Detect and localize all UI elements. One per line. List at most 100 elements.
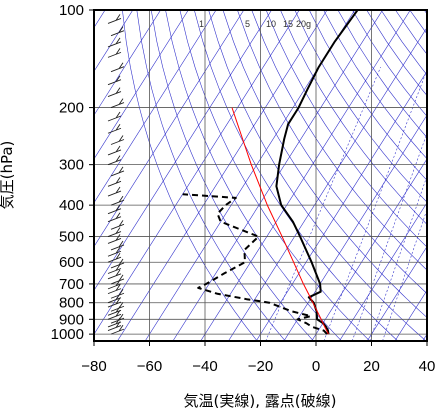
wind-barb bbox=[110, 302, 125, 312]
y-tick-label: 300 bbox=[59, 157, 84, 174]
y-tick-label: 800 bbox=[59, 295, 84, 312]
x-tick-label: −60 bbox=[137, 358, 162, 375]
mixing-ratio-line bbox=[265, 66, 381, 341]
dry-adiabat-line bbox=[222, 10, 427, 318]
wind-barb bbox=[107, 48, 122, 58]
mixing-ratio-label: 1 bbox=[199, 19, 204, 29]
mixing-ratio-label: 20g bbox=[296, 19, 311, 29]
wind-barb bbox=[107, 87, 122, 98]
wind-barb bbox=[110, 166, 125, 177]
wind-barb bbox=[107, 14, 122, 24]
wind-barb bbox=[107, 123, 122, 134]
dry-adiabat-line bbox=[251, 10, 427, 271]
x-tick-label: −20 bbox=[248, 358, 273, 375]
wind-barb bbox=[108, 10, 110, 11]
series-group bbox=[182, 10, 359, 335]
wind-barb bbox=[107, 75, 122, 86]
parcel-line bbox=[231, 107, 329, 335]
isotherm-line bbox=[117, 10, 328, 341]
y-tick-label: 700 bbox=[59, 276, 84, 293]
wind-barb bbox=[110, 135, 125, 145]
x-tick-label: 0 bbox=[312, 358, 320, 375]
wind-barb bbox=[107, 246, 122, 257]
isotherm-line bbox=[94, 10, 245, 248]
wind-barb bbox=[107, 264, 122, 274]
isotherm-line bbox=[283, 114, 427, 341]
background-lines bbox=[94, 10, 427, 341]
mixing-ratio-line bbox=[323, 69, 427, 341]
wind-barb bbox=[107, 186, 122, 197]
dry-adiabat-line bbox=[280, 10, 427, 225]
y-tick-label: 600 bbox=[59, 254, 84, 271]
x-tick-label: −80 bbox=[81, 358, 106, 375]
wind-barb bbox=[110, 324, 125, 335]
isotherm-line bbox=[94, 10, 300, 335]
dry-adiabat-line bbox=[208, 10, 427, 341]
y-tick-label: 200 bbox=[59, 100, 84, 117]
dry-adiabat-line bbox=[136, 10, 286, 341]
wind-barb bbox=[110, 258, 125, 269]
wind-barb bbox=[107, 297, 122, 308]
mixing-ratio-line bbox=[351, 132, 427, 341]
wind-barb bbox=[110, 26, 125, 37]
wind-barb bbox=[107, 284, 122, 295]
x-tick-label: 40 bbox=[419, 358, 435, 375]
x-axis: −80 −60 −40 −20 0 20 40 bbox=[81, 341, 435, 375]
isotherm-line bbox=[94, 10, 189, 160]
wind-barb bbox=[110, 313, 125, 324]
mixing-ratio-line bbox=[382, 208, 427, 341]
dry-adiabat-line bbox=[323, 10, 427, 160]
y-tick-label: 100 bbox=[59, 2, 84, 19]
isotherm-line bbox=[94, 10, 134, 72]
isotherm-line bbox=[255, 70, 427, 341]
wind-barb bbox=[107, 177, 122, 187]
isotherm-line bbox=[311, 158, 427, 341]
dry-adiabat-line bbox=[179, 10, 370, 341]
isotherm-line bbox=[228, 26, 427, 341]
wind-barb bbox=[110, 274, 125, 285]
wind-barb bbox=[110, 62, 125, 73]
dry-adiabat-line bbox=[150, 10, 314, 341]
mixing-ratio-label: 15 bbox=[283, 19, 293, 29]
mixing-ratio-line bbox=[369, 175, 427, 341]
isotherm-line bbox=[94, 10, 272, 291]
wind-barb bbox=[107, 155, 122, 166]
x-axis-title: 気温(実線), 露点(破線) bbox=[184, 392, 337, 410]
isotherm-line bbox=[339, 202, 427, 341]
wind-barb bbox=[107, 212, 122, 223]
y-tick-label: 900 bbox=[59, 311, 84, 328]
wind-barb bbox=[107, 227, 122, 237]
dry-adiabat-line bbox=[337, 10, 427, 138]
wind-barb bbox=[110, 195, 125, 206]
wind-barb bbox=[107, 204, 122, 215]
dewpoint-line bbox=[182, 193, 328, 335]
wind-barb bbox=[107, 111, 122, 122]
mixing-ratio-labels: 1 5 10 15 20g bbox=[199, 19, 311, 29]
wind-barb bbox=[107, 234, 122, 244]
temperature-line bbox=[275, 10, 359, 335]
x-tick-label: 20 bbox=[363, 358, 380, 375]
y-tick-label: 400 bbox=[59, 197, 84, 214]
wind-barb bbox=[110, 220, 125, 230]
y-axis-title: 気圧(hPa) bbox=[0, 141, 16, 210]
y-tick-label: 500 bbox=[59, 229, 84, 246]
y-tick-label: 1000 bbox=[51, 326, 84, 343]
grid bbox=[94, 10, 427, 341]
isotherm-line bbox=[200, 10, 411, 341]
isotherm-line bbox=[94, 10, 161, 116]
dry-adiabat-line bbox=[237, 10, 427, 294]
wind-barb bbox=[107, 145, 122, 156]
wind-barb bbox=[107, 37, 122, 48]
wind-barb bbox=[110, 98, 125, 108]
isotherm-line bbox=[366, 245, 427, 341]
mixing-ratio-label: 10 bbox=[266, 19, 276, 29]
mixing-ratio-label: 5 bbox=[245, 19, 250, 29]
wind-barbs bbox=[107, 10, 125, 335]
dry-adiabat-line bbox=[265, 10, 427, 248]
x-tick-label: −40 bbox=[192, 358, 217, 375]
dry-adiabat-line bbox=[294, 10, 427, 203]
dry-adiabat-line bbox=[122, 10, 258, 341]
dry-adiabat-line bbox=[423, 10, 427, 15]
